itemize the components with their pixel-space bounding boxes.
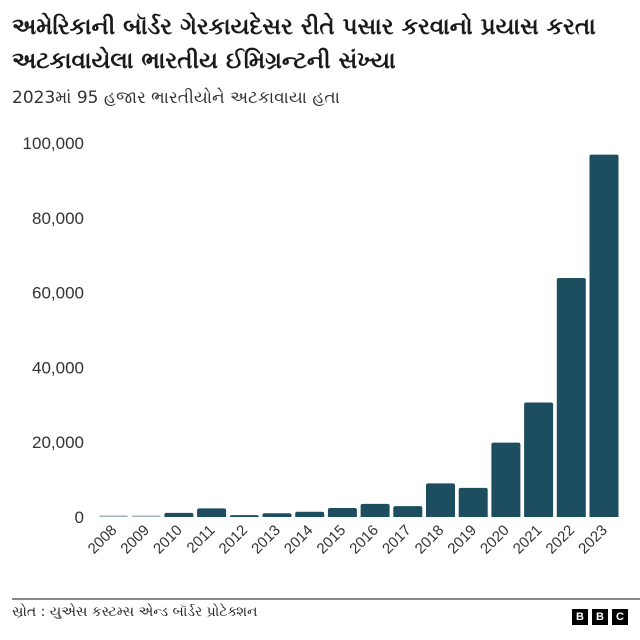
bar xyxy=(589,154,619,517)
x-tick-label: 2008 xyxy=(85,522,121,558)
bar xyxy=(458,487,488,517)
bar xyxy=(99,515,128,518)
x-tick-label: 2014 xyxy=(281,522,317,558)
bbc-logo-letter: B xyxy=(592,609,608,625)
bar xyxy=(393,506,423,517)
bar xyxy=(229,515,259,518)
x-tick-label: 2013 xyxy=(248,522,284,558)
x-tick-label: 2018 xyxy=(412,522,448,558)
x-tick-label: 2023 xyxy=(575,522,611,558)
chart-subtitle: 2023માં 95 હજાર ભારતીયોને અટકાવાયા હતા xyxy=(12,88,340,108)
source-note: સ્રોત : યુએસ કસ્ટમ્સ એન્ડ બૉર્ડર પ્રોટેક… xyxy=(12,604,258,620)
x-tick-label: 2022 xyxy=(543,522,579,558)
x-tick-label: 2020 xyxy=(477,522,513,558)
y-tick-label: 20,000 xyxy=(32,433,84,452)
bar xyxy=(360,503,390,517)
y-tick-label: 100,000 xyxy=(23,134,84,153)
bar xyxy=(524,402,554,517)
bbc-logo-letter: B xyxy=(572,609,588,625)
x-tick-label: 2010 xyxy=(150,522,186,558)
bbc-logo: B B C xyxy=(572,609,628,625)
bbc-logo-letter: C xyxy=(612,609,628,625)
bar xyxy=(556,278,586,517)
bar xyxy=(491,442,521,517)
bar xyxy=(262,513,292,517)
y-tick-label: 60,000 xyxy=(32,284,84,303)
bar-chart: 0 20,000 40,000 60,000 80,000 100,000 20082009… xyxy=(23,134,619,558)
x-tick-label: 2012 xyxy=(216,522,252,558)
x-tick-label: 2017 xyxy=(379,522,415,558)
x-tick-label: 2021 xyxy=(510,522,546,558)
x-tick-label: 2011 xyxy=(184,522,219,557)
footer-divider xyxy=(12,598,640,600)
bar xyxy=(131,515,161,518)
x-tick-label: 2016 xyxy=(346,522,382,558)
x-tick-label: 2009 xyxy=(117,522,153,558)
bar xyxy=(295,511,325,517)
y-tick-label: 40,000 xyxy=(32,358,84,377)
bar xyxy=(426,483,455,517)
chart-title: અમેરિકાની બૉર્ડર ગેરકાયદેસર રીતે પસાર કર… xyxy=(12,14,596,74)
x-tick-label: 2019 xyxy=(444,522,480,558)
bar xyxy=(164,512,194,517)
y-tick-label: 80,000 xyxy=(32,209,84,228)
bar xyxy=(197,508,227,517)
x-tick-label: 2015 xyxy=(314,522,350,558)
bar xyxy=(327,508,357,517)
y-tick-label: 0 xyxy=(75,508,84,527)
